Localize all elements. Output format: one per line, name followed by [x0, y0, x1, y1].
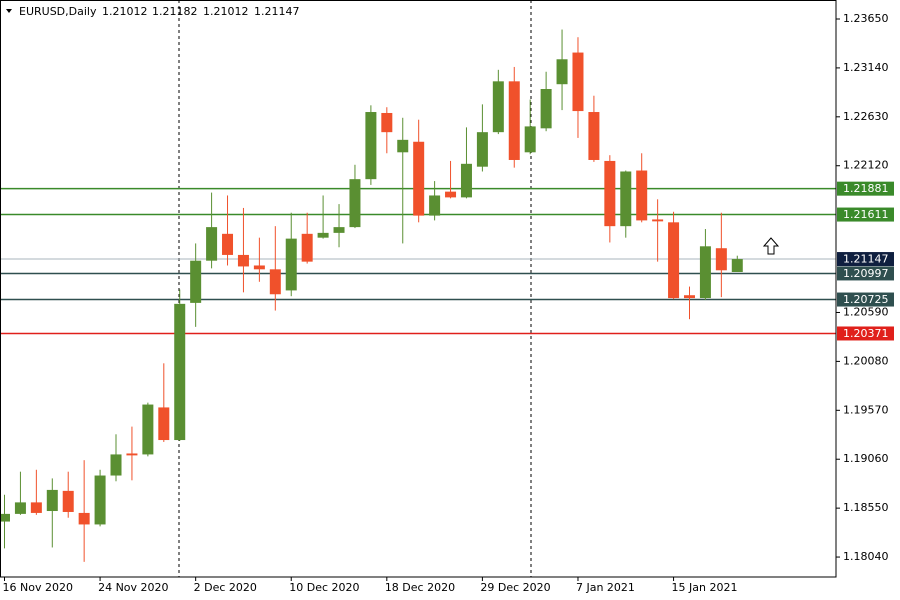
arrow-icon: [762, 237, 780, 255]
level-label-box: [837, 292, 894, 307]
ohlc-close: 1.21147: [254, 5, 300, 18]
y-tick-label: 1.20590: [843, 305, 889, 318]
candle-body: [365, 112, 377, 180]
candle-body: [508, 81, 520, 160]
candle-body: [460, 163, 472, 198]
candle-body: [731, 259, 743, 273]
candle-body: [636, 170, 648, 221]
bid-label-box: [837, 252, 894, 267]
candle-body: [604, 160, 616, 227]
x-tick-label: 10 Dec 2020: [289, 581, 359, 594]
candle-body: [174, 303, 186, 441]
candle-body: [317, 232, 329, 238]
ohlc-high: 1.21182: [152, 5, 198, 18]
candle-body: [237, 254, 249, 267]
level-label-box: [837, 207, 894, 222]
candle-body: [110, 454, 122, 476]
candle-body: [301, 233, 313, 262]
y-tick-label: 1.22120: [843, 159, 889, 172]
level-label-box: [837, 266, 894, 281]
candle-body: [620, 171, 632, 227]
candle-body: [668, 222, 680, 299]
chart-title: EURUSD,Daily: [19, 5, 97, 18]
candle-body: [222, 233, 234, 255]
y-tick-label: 1.22630: [843, 110, 889, 123]
candle-body: [588, 112, 600, 160]
candle-body: [556, 59, 568, 85]
level-label: 1.20371: [843, 327, 889, 340]
candle-body: [62, 490, 74, 512]
menu-triangle: [6, 9, 12, 13]
candle-body: [206, 227, 218, 261]
candle-body: [253, 265, 265, 270]
candle-body: [429, 195, 441, 216]
level-label-box: [837, 181, 894, 196]
candle-body: [572, 52, 584, 112]
ohlc-low: 1.21012: [203, 5, 249, 18]
x-tick-label: 7 Jan 2021: [576, 581, 635, 594]
level-label-box: [837, 326, 894, 341]
ohlc-open: 1.21012: [102, 5, 148, 18]
candle-body: [190, 260, 202, 303]
candle-body: [715, 248, 727, 271]
candle-body: [333, 227, 345, 233]
candle-body: [46, 489, 58, 512]
candle-body: [492, 81, 504, 133]
candle-body: [14, 502, 26, 514]
y-tick-label: 1.23650: [843, 12, 889, 25]
candle-body: [349, 179, 361, 228]
y-tick-label: 1.18040: [843, 550, 889, 563]
candle-body: [269, 269, 281, 295]
level-label: 1.21881: [843, 182, 889, 195]
candle-body: [540, 89, 552, 129]
level-label: 1.20725: [843, 293, 889, 306]
candle-body: [652, 219, 664, 222]
candle-body: [413, 141, 425, 216]
candle-body: [699, 246, 711, 299]
candle-body: [0, 513, 10, 522]
x-tick-label: 29 Dec 2020: [480, 581, 550, 594]
candle-body: [126, 453, 138, 456]
candle-body: [397, 139, 409, 153]
candle-body: [445, 191, 457, 198]
candle-body: [94, 475, 106, 525]
y-tick-label: 1.23140: [843, 61, 889, 74]
candle-body: [524, 126, 536, 153]
y-tick-label: 1.19060: [843, 452, 889, 465]
candle-body: [30, 502, 42, 513]
x-tick-label: 24 Nov 2020: [98, 581, 168, 594]
level-label: 1.20997: [843, 267, 889, 280]
candle-body: [285, 238, 297, 291]
x-tick-label: 15 Jan 2021: [672, 581, 738, 594]
candle-body: [381, 112, 393, 133]
x-tick-label: 16 Nov 2020: [3, 581, 73, 594]
candle-body: [78, 512, 90, 525]
candle-body: [476, 132, 488, 167]
bid-label: 1.21147: [843, 253, 889, 266]
plot-frame: [0, 0, 837, 578]
candle-body: [158, 407, 170, 441]
x-tick-label: 2 Dec 2020: [194, 581, 257, 594]
y-tick-label: 1.20080: [843, 354, 889, 367]
y-tick-label: 1.19570: [843, 403, 889, 416]
candle-body: [142, 404, 154, 455]
level-label: 1.21611: [843, 208, 889, 221]
y-tick-label: 1.18550: [843, 501, 889, 514]
x-tick-label: 18 Dec 2020: [385, 581, 455, 594]
candle-body: [683, 295, 695, 299]
